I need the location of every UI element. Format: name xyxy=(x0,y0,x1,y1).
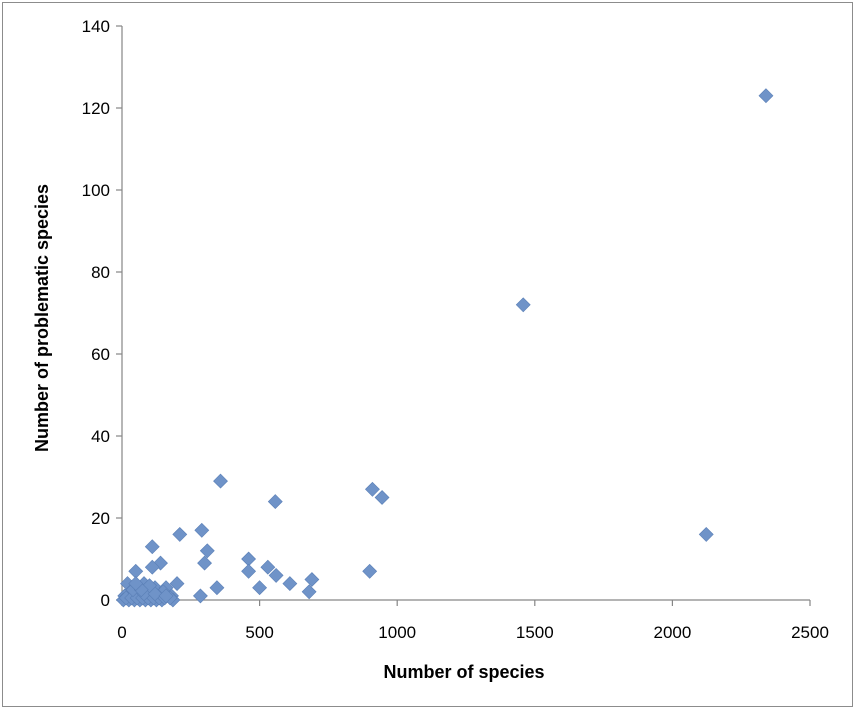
data-point xyxy=(515,297,531,313)
x-axis-title: Number of species xyxy=(383,662,544,682)
data-point xyxy=(698,526,714,542)
y-tick-label: 40 xyxy=(91,427,110,446)
y-tick-label: 0 xyxy=(101,591,110,610)
data-point xyxy=(374,490,390,505)
data-point xyxy=(362,563,378,579)
y-tick-label: 20 xyxy=(91,509,110,528)
data-point xyxy=(301,584,317,600)
y-tick-label: 80 xyxy=(91,263,110,282)
data-point xyxy=(365,481,380,497)
x-tick-label: 1000 xyxy=(378,623,416,642)
data-point xyxy=(199,543,215,559)
data-point xyxy=(128,576,144,592)
data-point xyxy=(193,588,208,604)
data-point xyxy=(758,88,774,104)
y-tick-label: 140 xyxy=(82,17,110,36)
data-point xyxy=(282,576,298,592)
data-point xyxy=(158,588,174,604)
data-point xyxy=(268,567,284,583)
data-point xyxy=(304,572,320,587)
tick-labels: 0 20 40 60 80 100 120 140 0 500 1000 1500 2000 2500 xyxy=(82,17,829,642)
data-point xyxy=(194,522,210,538)
data-point xyxy=(144,539,160,555)
y-tick-label: 60 xyxy=(91,345,110,364)
data-point xyxy=(209,580,225,596)
x-tick-label: 0 xyxy=(117,623,126,642)
axes xyxy=(116,25,811,606)
data-point xyxy=(169,576,185,592)
x-tick-label: 500 xyxy=(245,623,273,642)
data-points xyxy=(115,88,774,608)
y-axis-title: Number of problematic species xyxy=(32,184,52,452)
data-point xyxy=(144,559,160,575)
data-point xyxy=(252,580,268,596)
y-tick-label: 100 xyxy=(82,181,110,200)
data-point xyxy=(197,555,212,571)
x-tick-label: 1500 xyxy=(516,623,554,642)
data-point xyxy=(267,494,283,510)
y-tick-label: 120 xyxy=(82,99,110,118)
data-point xyxy=(241,563,257,579)
x-tick-label: 2500 xyxy=(791,623,829,642)
data-point xyxy=(213,473,228,489)
x-tick-label: 2000 xyxy=(653,623,691,642)
data-point xyxy=(172,526,188,542)
data-point xyxy=(260,559,276,575)
